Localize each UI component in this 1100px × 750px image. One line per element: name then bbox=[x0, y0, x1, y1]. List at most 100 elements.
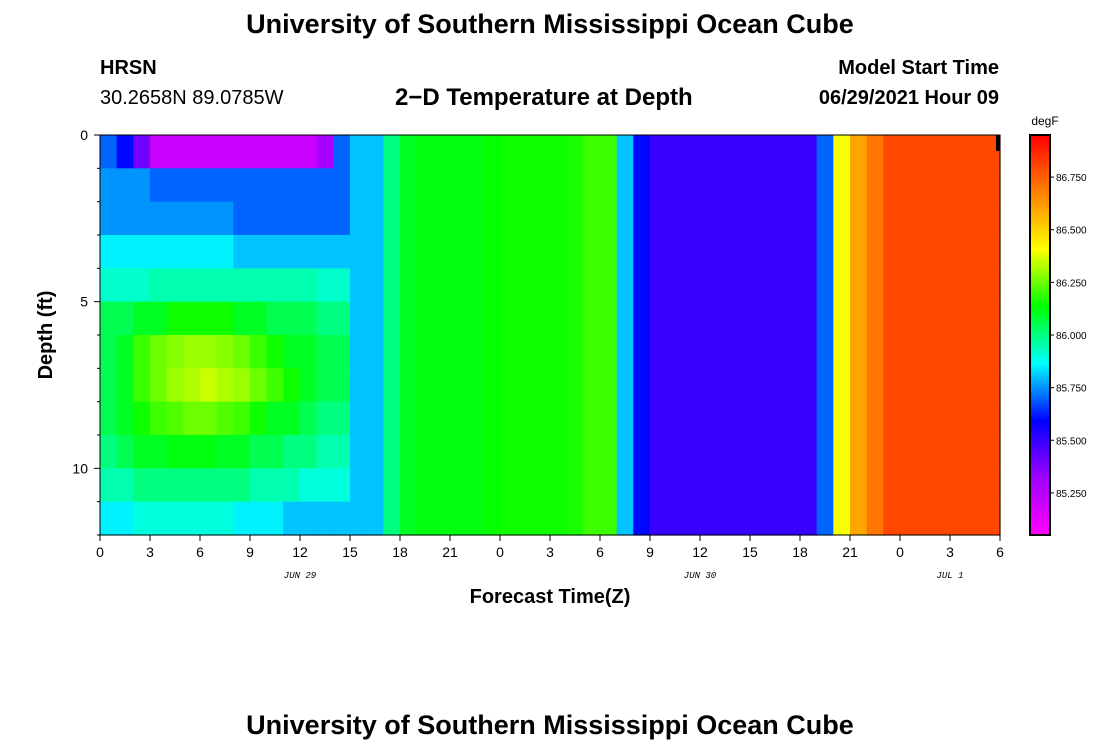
heatmap-cell bbox=[733, 435, 751, 469]
heatmap-cell bbox=[866, 501, 884, 536]
heatmap-cell bbox=[100, 335, 118, 369]
heatmap-cell bbox=[633, 401, 651, 436]
x-tick-label: 6 bbox=[996, 544, 1004, 560]
heatmap-cell bbox=[383, 335, 401, 369]
heatmap-cell bbox=[200, 301, 218, 336]
heatmap-cell bbox=[400, 435, 418, 469]
heatmap-cell bbox=[716, 135, 734, 169]
heatmap-cell bbox=[116, 301, 134, 336]
heatmap-cell bbox=[816, 268, 834, 303]
heatmap-cell bbox=[583, 501, 601, 536]
heatmap-cell bbox=[816, 435, 834, 469]
heatmap-cell bbox=[183, 268, 201, 303]
heatmap-cell bbox=[716, 268, 734, 303]
heatmap-cell bbox=[583, 368, 601, 403]
heatmap-cell bbox=[133, 401, 151, 436]
heatmap-cell bbox=[766, 135, 784, 169]
heatmap-cell bbox=[250, 468, 268, 503]
heatmap-cell bbox=[400, 468, 418, 503]
heatmap-cell bbox=[950, 401, 968, 436]
heatmap-cell bbox=[383, 235, 401, 269]
heatmap-cell bbox=[783, 435, 801, 469]
heatmap-cell bbox=[116, 135, 134, 169]
heatmap-cell bbox=[983, 301, 1001, 336]
heatmap-cell bbox=[416, 268, 434, 303]
heatmap-cell bbox=[283, 368, 301, 403]
heatmap-cell bbox=[716, 335, 734, 369]
page-title-top: University of Southern Mississippi Ocean… bbox=[246, 9, 854, 39]
heatmap-cell bbox=[466, 135, 484, 169]
heatmap-cell bbox=[950, 335, 968, 369]
heatmap-cell bbox=[416, 501, 434, 536]
heatmap-cell bbox=[700, 301, 718, 336]
heatmap-cell bbox=[433, 268, 451, 303]
heatmap-cell bbox=[166, 268, 184, 303]
heatmap-cell bbox=[683, 401, 701, 436]
heatmap-cell bbox=[600, 368, 618, 403]
heatmap-cell bbox=[500, 401, 518, 436]
heatmap-cell bbox=[683, 301, 701, 336]
heatmap-cell bbox=[316, 435, 334, 469]
heatmap-cell bbox=[466, 501, 484, 536]
heatmap-cell bbox=[283, 168, 301, 203]
heatmap-cell bbox=[316, 335, 334, 369]
heatmap-cell bbox=[850, 268, 868, 303]
heatmap-cell bbox=[333, 201, 351, 236]
heatmap-cell bbox=[550, 468, 568, 503]
heatmap-cell bbox=[683, 235, 701, 269]
heatmap-cell bbox=[766, 268, 784, 303]
heatmap-cell bbox=[566, 168, 584, 203]
heatmap-cell bbox=[850, 235, 868, 269]
heatmap-cell bbox=[550, 201, 568, 236]
heatmap-cell bbox=[316, 468, 334, 503]
heatmap-cell bbox=[400, 368, 418, 403]
heatmap-cell bbox=[716, 435, 734, 469]
heatmap-cell bbox=[983, 368, 1001, 403]
heatmap-cell bbox=[700, 335, 718, 369]
heatmap-cell bbox=[633, 435, 651, 469]
heatmap-cell bbox=[883, 268, 901, 303]
x-tick-label: 3 bbox=[146, 544, 154, 560]
heatmap-cell bbox=[183, 201, 201, 236]
heatmap-cell bbox=[750, 201, 768, 236]
heatmap-cell bbox=[266, 201, 284, 236]
heatmap-cell bbox=[566, 135, 584, 169]
heatmap-cell bbox=[750, 468, 768, 503]
model-start-label: Model Start Time bbox=[838, 57, 999, 79]
heatmap-cell bbox=[350, 501, 368, 536]
heatmap-cell bbox=[216, 501, 234, 536]
heatmap-cell bbox=[733, 235, 751, 269]
heatmap-cell bbox=[650, 168, 668, 203]
heatmap-cell bbox=[133, 468, 151, 503]
heatmap-cell bbox=[200, 135, 218, 169]
heatmap-cell bbox=[333, 468, 351, 503]
heatmap-cell bbox=[416, 168, 434, 203]
heatmap-cell bbox=[833, 335, 851, 369]
heatmap-cell bbox=[450, 268, 468, 303]
heatmap-cell bbox=[533, 401, 551, 436]
heatmap-cell bbox=[500, 368, 518, 403]
heatmap-cell bbox=[566, 201, 584, 236]
heatmap-cell bbox=[916, 268, 934, 303]
heatmap-cell bbox=[683, 135, 701, 169]
heatmap-cell bbox=[150, 235, 168, 269]
heatmap-cell bbox=[183, 301, 201, 336]
heatmap-cell bbox=[833, 168, 851, 203]
heatmap-cell bbox=[600, 501, 618, 536]
heatmap-cell bbox=[816, 301, 834, 336]
heatmap-cell bbox=[816, 368, 834, 403]
heatmap-cell bbox=[366, 201, 384, 236]
heatmap-cell bbox=[516, 501, 534, 536]
heatmap-cell bbox=[666, 135, 684, 169]
heatmap-cell bbox=[633, 368, 651, 403]
heatmap-cell bbox=[750, 401, 768, 436]
colorbar-tick-label: 86.000 bbox=[1056, 331, 1087, 342]
heatmap-cell bbox=[966, 401, 984, 436]
heatmap-cell bbox=[200, 501, 218, 536]
x-tick-label: 18 bbox=[792, 544, 808, 560]
heatmap-cell bbox=[566, 235, 584, 269]
heatmap-cell bbox=[716, 201, 734, 236]
heatmap-cell bbox=[766, 401, 784, 436]
heatmap-cell bbox=[966, 168, 984, 203]
heatmap-cell bbox=[300, 435, 318, 469]
